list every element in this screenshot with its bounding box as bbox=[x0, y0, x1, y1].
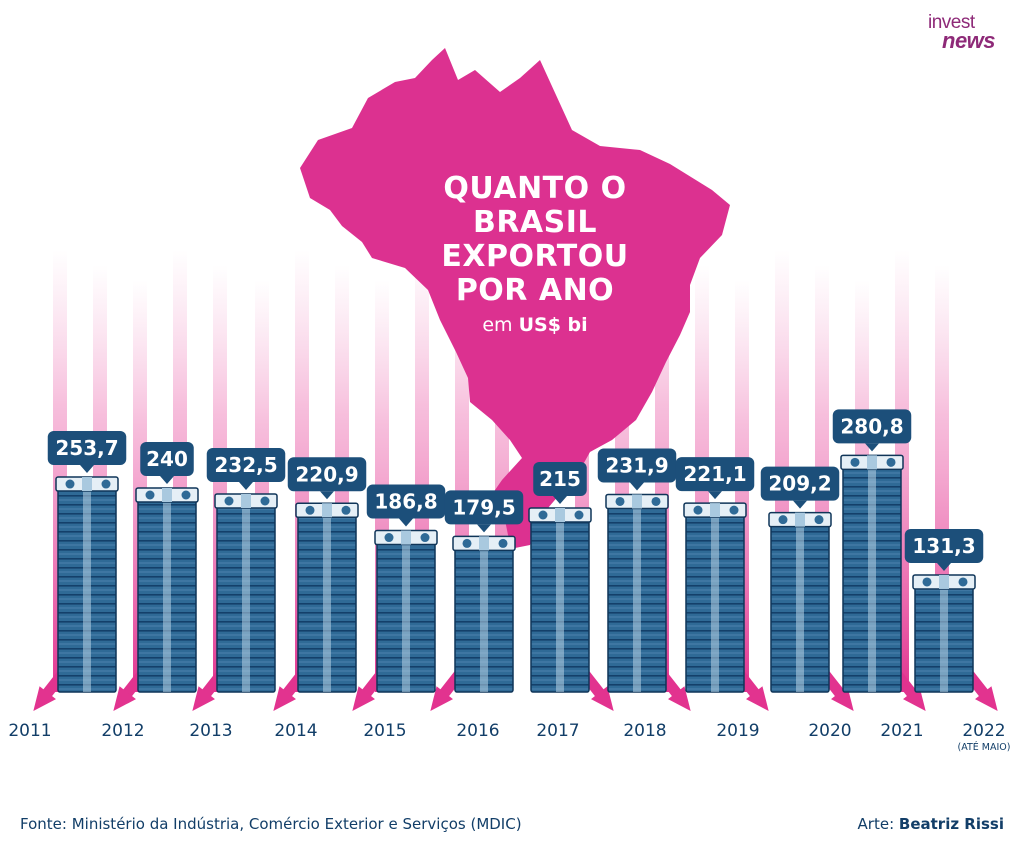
value-text: 220,9 bbox=[295, 462, 358, 486]
value-label-2013: 232,5 bbox=[206, 448, 286, 490]
year-label-2016: 2016 bbox=[456, 721, 499, 741]
value-badge bbox=[206, 448, 286, 482]
value-badge bbox=[904, 528, 984, 563]
title-block: QUANTO O BRASIL EXPORTOU POR ANO em US$ … bbox=[420, 171, 650, 337]
unit-value: US$ bi bbox=[518, 314, 588, 336]
year-label-2014: 2014 bbox=[274, 721, 317, 741]
investnews-logo: invest news bbox=[928, 12, 1008, 54]
value-badge bbox=[444, 490, 524, 525]
value-badge bbox=[287, 457, 367, 492]
year-label-2020: 2020 bbox=[808, 721, 851, 741]
value-text: 231,9 bbox=[605, 453, 668, 477]
value-label-2012: 240 bbox=[140, 442, 194, 484]
year-label-2019: 2019 bbox=[716, 721, 759, 741]
money-stack-2018 bbox=[605, 493, 669, 693]
value-text: 221,1 bbox=[683, 462, 746, 486]
money-stack-2014 bbox=[295, 502, 359, 693]
value-label-2020: 209,2 bbox=[760, 466, 840, 509]
value-badge bbox=[597, 448, 677, 483]
value-label-2011: 253,7 bbox=[47, 431, 127, 474]
brazil-map bbox=[300, 48, 730, 548]
year-label-2017: 2017 bbox=[536, 721, 579, 741]
year-label-2013: 2013 bbox=[189, 721, 232, 741]
money-stack-2020 bbox=[768, 511, 832, 693]
money-stack-2016 bbox=[452, 535, 516, 693]
unit-prefix: em bbox=[482, 314, 513, 336]
year-label-2022: 2022 bbox=[962, 721, 1005, 741]
value-text: 232,5 bbox=[214, 453, 277, 477]
money-stack-2011 bbox=[55, 476, 119, 693]
value-badge bbox=[366, 484, 446, 519]
money-stack-2015 bbox=[374, 529, 438, 693]
unit-label: em US$ bi bbox=[420, 314, 650, 336]
stacks-layer bbox=[55, 454, 976, 693]
money-stack-2013 bbox=[214, 493, 278, 693]
value-badge bbox=[760, 466, 840, 501]
value-text: 240 bbox=[146, 447, 188, 471]
value-text: 280,8 bbox=[840, 414, 903, 438]
value-label-2016: 179,5 bbox=[444, 490, 524, 533]
value-label-2015: 186,8 bbox=[366, 484, 446, 527]
credit-name: Beatriz Rissi bbox=[898, 815, 1004, 833]
money-stack-2019 bbox=[683, 502, 747, 693]
money-stack-2017 bbox=[528, 507, 592, 693]
logo-line2: news bbox=[942, 28, 996, 54]
value-text: 209,2 bbox=[768, 472, 831, 496]
year-label-2021: 2021 bbox=[880, 721, 923, 741]
year-labels-layer: 2011 2012 2013 2014 2015 2016 2017 2018 2019 2020… bbox=[8, 721, 1010, 753]
value-text: 131,3 bbox=[912, 534, 975, 558]
value-text: 215 bbox=[539, 467, 581, 491]
credit-label: Arte: bbox=[857, 815, 895, 833]
value-label-2021: 280,8 bbox=[832, 409, 912, 452]
value-label-2018: 231,9 bbox=[597, 448, 677, 491]
value-label-2014: 220,9 bbox=[287, 457, 367, 500]
value-text: 186,8 bbox=[374, 490, 437, 514]
value-badge bbox=[47, 431, 127, 466]
year-note: (ATÉ MAIO) bbox=[958, 741, 1011, 753]
money-stack-2022 bbox=[912, 574, 976, 693]
value-label-2022: 131,3 bbox=[904, 528, 984, 571]
value-text: 179,5 bbox=[452, 495, 515, 519]
year-label-2018: 2018 bbox=[623, 721, 666, 741]
logo-line1: invest bbox=[928, 12, 975, 33]
money-stack-2021 bbox=[840, 454, 904, 693]
value-text: 253,7 bbox=[55, 436, 118, 460]
money-stack-2012 bbox=[135, 487, 199, 693]
year-label-2012: 2012 bbox=[101, 721, 144, 741]
year-label-2011: 2011 bbox=[8, 721, 51, 741]
value-badge bbox=[533, 462, 587, 496]
credit: Arte: Beatriz Rissi bbox=[858, 815, 1004, 833]
value-badge bbox=[140, 442, 194, 476]
value-badge bbox=[675, 457, 755, 492]
year-label-2015: 2015 bbox=[363, 721, 406, 741]
source-note: Fonte: Ministério da Indústria, Comércio… bbox=[20, 815, 522, 833]
value-labels-layer: 253,7 240 232,5 220,9 186,8 179,5 215 231,9 221,… bbox=[47, 409, 984, 571]
value-label-2017: 215 bbox=[533, 462, 587, 504]
value-badge bbox=[832, 409, 912, 444]
chart-title: QUANTO O BRASIL EXPORTOU POR ANO bbox=[441, 171, 629, 308]
value-label-2019: 221,1 bbox=[675, 457, 755, 500]
